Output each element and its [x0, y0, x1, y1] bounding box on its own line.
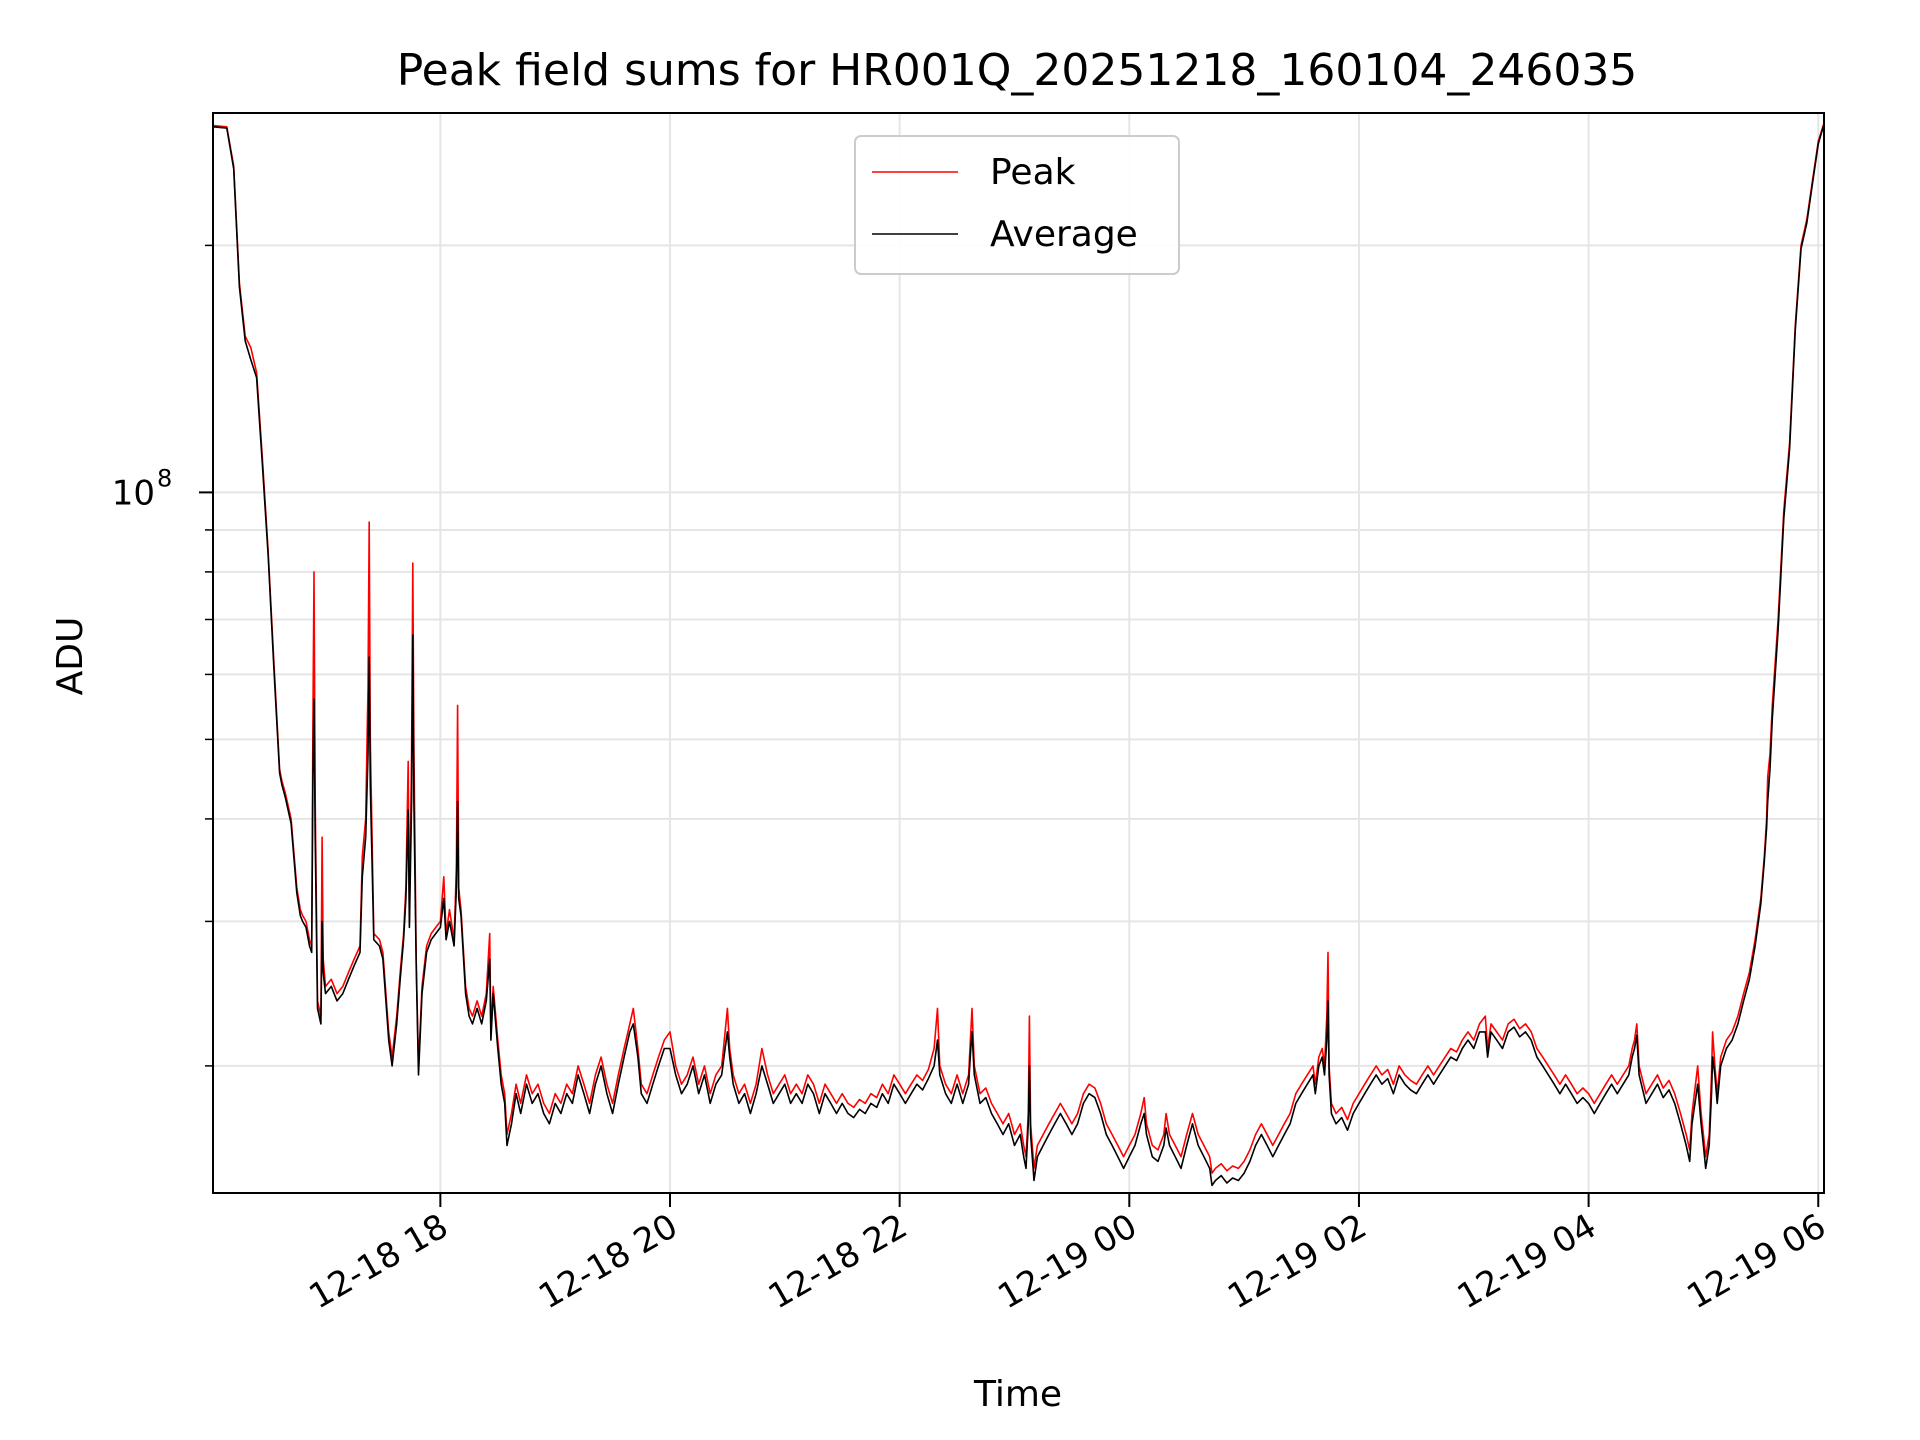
plot-area-frame — [212, 112, 1825, 1194]
grid-lines — [213, 113, 1824, 1193]
legend: Peak Average — [854, 135, 1180, 275]
chart-title: Peak field sums for HR001Q_20251218_1601… — [397, 45, 1638, 96]
y-tick-label: 10 — [112, 473, 155, 513]
x-axis-label: Time — [973, 1374, 1062, 1415]
series-layer — [213, 122, 1824, 1187]
y-axis-label: ADU — [50, 617, 91, 696]
y-axis: 10 8 — [112, 244, 213, 1067]
y-tick-label-exponent: 8 — [157, 464, 172, 492]
legend-label-average: Average — [990, 214, 1138, 255]
series-line-peak — [213, 122, 1824, 1174]
legend-label-peak: Peak — [990, 152, 1076, 193]
series-line-average — [213, 123, 1824, 1187]
legend-box — [854, 135, 1180, 275]
